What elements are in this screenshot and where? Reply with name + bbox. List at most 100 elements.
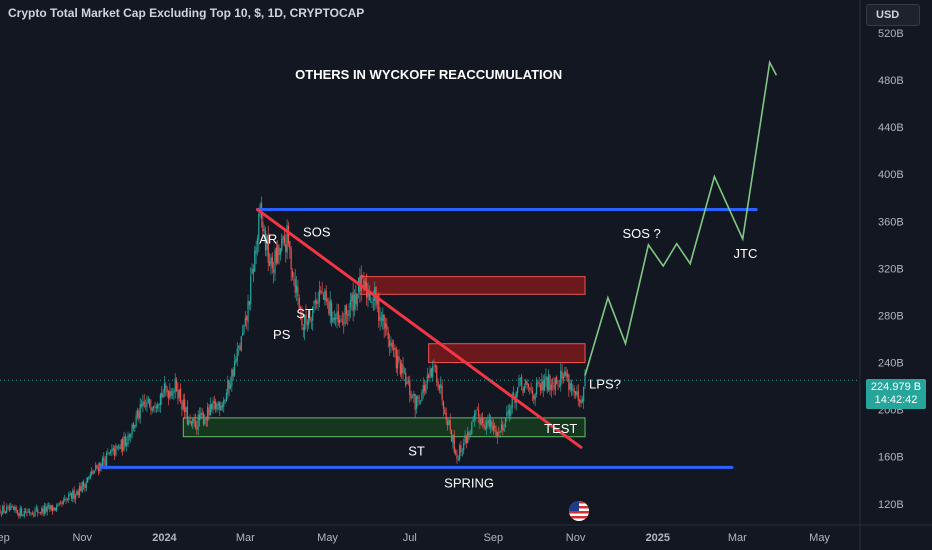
candle-body [104,460,106,466]
candle-body [345,305,348,315]
candle-body [445,412,447,420]
candle-body [242,332,244,336]
downtrend-line[interactable] [255,208,583,449]
candle-body [135,415,137,427]
candle-body [487,419,489,424]
candle-body [421,392,423,402]
candle-body [503,428,505,431]
candle-body [336,312,338,320]
candle-body [419,402,422,404]
x-tick-label: May [317,532,338,544]
candle-body [561,371,563,379]
chart-title: Crypto Total Market Cap Excluding Top 10… [8,6,365,20]
candle-body [271,256,273,269]
candle-body [464,435,466,444]
y-tick-label: 320B [878,263,904,275]
candle-body [490,420,492,427]
candle-body [573,389,575,393]
candle-body [157,404,159,409]
currency-button[interactable]: USD [866,4,920,26]
candle-body [299,307,302,310]
candle-body [401,363,403,375]
candle-body [380,318,383,321]
candle-body [219,402,221,411]
candle-body [558,385,561,387]
candle-body [562,375,565,380]
supply-zone[interactable] [428,343,586,364]
bar-countdown: 14:42:42 [874,394,918,406]
candle-body [426,375,428,384]
y-tick-label: 440B [878,122,904,134]
x-tick-label: Nov [72,532,92,544]
candle-body [502,425,504,430]
annotation-label: ST [408,444,425,459]
candle-body [332,317,334,323]
candle-body [142,401,144,407]
candle-body [262,221,264,232]
candle-body [4,511,6,514]
candle-body [184,399,186,413]
projection-path[interactable] [584,59,778,376]
candle-body [417,396,419,399]
candle-body [100,463,102,468]
candle-body [492,425,494,431]
candle-body [53,507,55,511]
candle-body [537,381,539,384]
candle-body [308,317,310,326]
candle-body [560,370,562,386]
candle-body [227,380,229,395]
candle-body [511,394,513,408]
candle-body [483,423,485,427]
candle-body [355,293,357,304]
candle-body [144,405,147,407]
candle-body [33,514,35,516]
candle-body [279,248,281,255]
candle-body [256,238,259,245]
candle-body [512,392,515,395]
candle-body [339,320,341,323]
candle-body [237,346,240,348]
candle-body [103,457,105,461]
candle-body [580,400,582,404]
candle-body [140,404,143,407]
candle-body [193,418,195,421]
x-tick-label: 2024 [152,532,177,544]
candle-body [113,448,116,456]
candle-body [136,410,139,417]
last-price-badge: 224.979 B 14:42:42 [866,379,926,409]
candle-body [16,510,19,514]
candle-body [118,446,120,448]
candle-body [353,294,356,310]
candle-body [202,413,205,425]
candle-body [348,309,350,316]
candle-body [181,402,183,410]
candle-body [248,301,250,305]
candle-body [258,213,260,240]
candle-body [324,290,326,301]
candle-body [322,294,325,300]
candle-body [235,359,237,363]
candle-body [101,458,104,467]
candle-body [395,348,397,369]
y-tick-label: 160B [878,452,904,464]
candle-body [282,235,284,240]
candle-body [285,243,287,253]
candle-body [196,426,198,429]
candle-body [452,434,454,443]
candle-body [481,417,484,424]
us-flag-icon[interactable] [569,501,589,521]
candle-body [328,301,330,314]
candle-body [529,387,531,389]
candle-body [519,377,521,379]
candle-body [314,300,317,303]
candle-body [200,412,202,420]
candle-body [2,506,4,514]
candle-body [50,505,52,511]
candle-body [306,322,308,325]
candle-body [158,403,160,405]
supply-zone[interactable] [359,276,586,295]
candle-body [341,321,343,322]
demand-zone[interactable] [182,417,586,438]
candle-body [434,365,436,367]
